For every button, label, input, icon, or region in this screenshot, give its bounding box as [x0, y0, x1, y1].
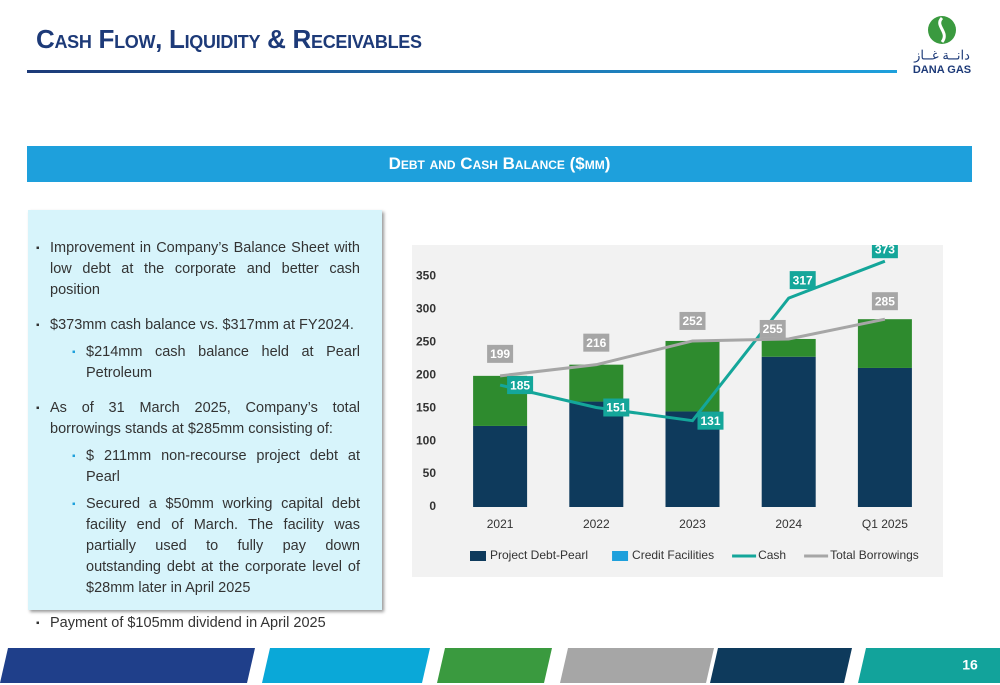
stripe	[710, 648, 852, 683]
data-label: 255	[763, 322, 783, 336]
data-label: 285	[875, 294, 895, 308]
slide-title: Cash Flow, Liquidity & Receivables	[36, 24, 422, 54]
page-number: 16	[962, 657, 978, 673]
data-label: 199	[490, 347, 510, 361]
logo-arabic: دانــة غــاز	[913, 47, 970, 63]
line	[499, 317, 886, 378]
stripe	[560, 648, 714, 683]
x-tick-label: 2021	[487, 517, 514, 531]
data-label: 185	[510, 378, 530, 392]
bullet: As of 31 March 2025, Company’s total bor…	[36, 398, 360, 440]
section-banner: Debt and Cash Balance ($mm)	[27, 146, 972, 182]
bullet-panel: Improvement in Company’s Balance Sheet w…	[28, 210, 382, 634]
x-tick-label: 2022	[583, 517, 610, 531]
bar	[857, 367, 912, 507]
label-box	[697, 411, 724, 430]
stripe	[262, 648, 430, 683]
bullet: Secured a $50mm working capital debt fac…	[36, 494, 360, 599]
y-tick-label: 250	[416, 334, 436, 348]
data-label: 317	[793, 273, 813, 287]
bar	[473, 425, 528, 507]
stripe	[437, 648, 552, 683]
y-tick-label: 300	[416, 301, 436, 315]
y-tick-label: 150	[416, 400, 436, 414]
bar	[761, 338, 816, 357]
legend-swatch	[612, 551, 629, 561]
stripe	[858, 648, 1000, 683]
bullet: Improvement in Company’s Balance Sheet w…	[36, 238, 360, 301]
data-label: 216	[586, 336, 606, 350]
bar	[569, 364, 624, 402]
data-label: 373	[875, 245, 895, 256]
x-tick-label: 2023	[679, 517, 706, 531]
y-tick-label: 350	[416, 269, 436, 283]
logo-swirl	[938, 16, 946, 43]
data-label: 131	[700, 414, 720, 428]
logo-text: DANA GAS	[913, 64, 971, 76]
bullet: Payment of $105mm dividend in April 2025	[36, 613, 360, 634]
data-label: 252	[682, 314, 702, 328]
y-tick-label: 100	[416, 433, 436, 447]
bullet: $373mm cash balance vs. $317mm at FY2024…	[36, 315, 360, 336]
title-rule	[27, 70, 897, 73]
bullet: $ 211mm non-recourse project debt at Pea…	[36, 446, 360, 488]
bar	[569, 401, 624, 507]
line	[499, 259, 886, 423]
bar	[761, 356, 816, 507]
legend-label: Total Borrowings	[830, 548, 919, 562]
chart: 0 50 100 150 200 250 300 350 2021 2022 2023 2024 Q1 …	[412, 245, 943, 577]
legend-swatch	[470, 551, 486, 561]
logo: دانــة غــاز DANA GAS	[913, 16, 971, 76]
x-tick-label: Q1 2025	[862, 517, 908, 531]
bullet: $214mm cash balance held at Pearl Petrol…	[36, 342, 360, 384]
legend-label: Credit Facilities	[632, 548, 714, 562]
label-box	[603, 398, 630, 417]
label-box	[507, 376, 534, 395]
y-tick-label: 0	[429, 499, 436, 513]
label-box	[871, 292, 898, 311]
label-box	[679, 311, 706, 330]
footer-stripes: 16	[0, 648, 1000, 683]
legend-label: Cash	[758, 548, 786, 562]
label-box	[583, 333, 610, 352]
data-label: 151	[606, 401, 626, 415]
x-tick-label: 2024	[775, 517, 802, 531]
label-box	[759, 319, 786, 338]
bar	[665, 340, 720, 412]
label-box	[789, 271, 816, 290]
bar	[857, 319, 912, 368]
stripe	[0, 648, 255, 683]
y-tick-label: 200	[416, 367, 436, 381]
legend-label: Project Debt-Pearl	[490, 548, 588, 562]
label-box	[871, 245, 898, 259]
y-tick-label: 50	[423, 466, 437, 480]
label-box	[487, 344, 514, 363]
